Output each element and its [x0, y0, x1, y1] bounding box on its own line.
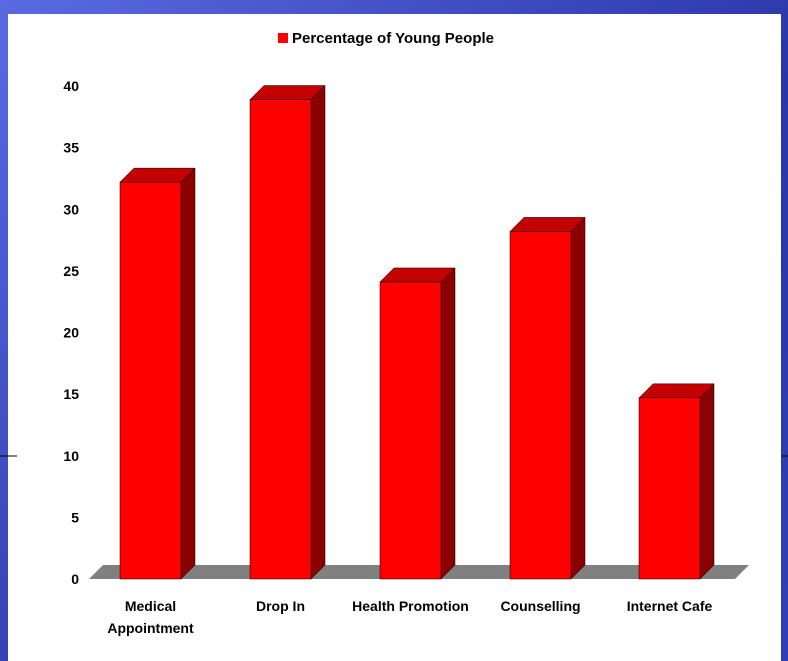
bar	[638, 383, 715, 580]
legend-swatch	[278, 33, 288, 43]
bar-front	[379, 281, 442, 580]
legend-label: Percentage of Young People	[292, 30, 494, 47]
bar-front	[249, 99, 312, 580]
bar-side	[310, 84, 326, 580]
bar-side	[570, 216, 586, 580]
y-tick-label: 0	[71, 571, 79, 587]
bar-side	[180, 167, 196, 580]
x-tick-label: Health Promotion	[352, 598, 469, 614]
x-tick-label: Drop In	[256, 598, 305, 614]
bar	[509, 216, 586, 580]
y-tick-label: 5	[71, 509, 79, 525]
bar-front	[119, 181, 182, 580]
bar-front	[509, 231, 572, 580]
x-tick-label: Counselling	[500, 598, 580, 614]
bar	[379, 267, 456, 580]
bar-front	[638, 397, 701, 580]
y-tick-label: 10	[63, 448, 79, 464]
legend: Percentage of Young People	[278, 30, 494, 47]
y-tick-label: 30	[63, 201, 79, 217]
y-tick-label: 40	[63, 78, 79, 94]
y-tick-label: 20	[63, 325, 79, 341]
y-tick-label: 35	[63, 140, 79, 156]
bar-side	[699, 383, 715, 580]
x-tick-label: Medical Appointment	[107, 598, 194, 636]
bar	[119, 167, 196, 580]
y-tick-label: 25	[63, 263, 79, 279]
bar-side	[440, 267, 456, 580]
x-tick-label: Internet Cafe	[627, 598, 713, 614]
y-tick-label: 15	[63, 386, 79, 402]
bar	[249, 84, 326, 580]
